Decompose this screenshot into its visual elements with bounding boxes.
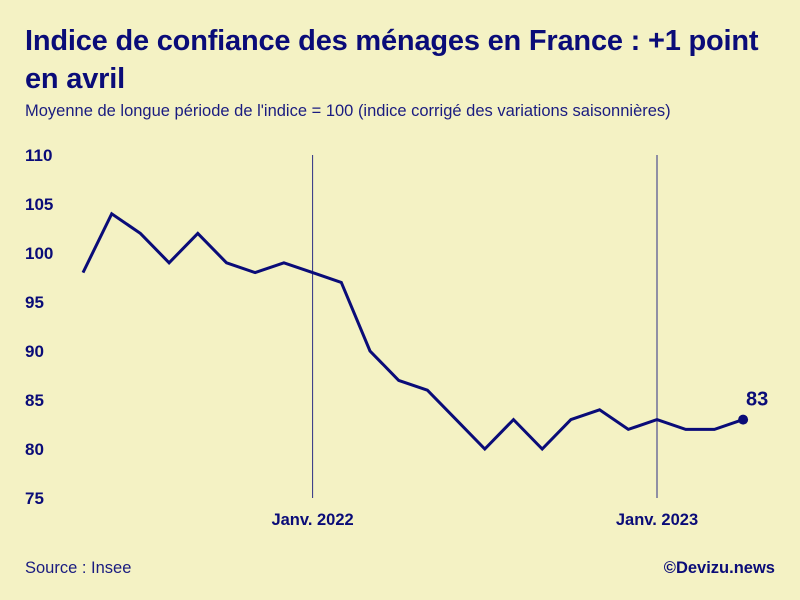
credit-note: ©Devizu.news <box>663 559 775 577</box>
source-note: Source : Insee <box>25 559 132 577</box>
y-tick-label: 95 <box>25 293 44 312</box>
y-tick-label: 85 <box>25 391 44 410</box>
y-tick-label: 90 <box>25 342 44 361</box>
y-tick-label: 80 <box>25 440 44 459</box>
series-lines <box>81 211 744 452</box>
y-tick-label: 110 <box>25 146 52 165</box>
x-axis-markers: Janv. 2022 Janv. 2023 <box>271 155 698 529</box>
chart-title: Indice de confiance des ménages en Franc… <box>25 25 759 95</box>
end-marks: 83 <box>738 389 768 425</box>
last-value-label: 83 <box>746 389 768 411</box>
x-marker-label: Janv. 2022 <box>271 511 353 529</box>
y-tick-label: 75 <box>25 489 44 508</box>
y-tick-label: 105 <box>25 195 53 214</box>
last-point-dot <box>738 414 749 425</box>
y-tick-label: 100 <box>25 244 53 263</box>
y-axis-ticks: 110 105 100 95 90 85 80 75 <box>25 146 53 508</box>
series-line <box>81 211 744 452</box>
chart-subtitle: Moyenne de longue période de l'indice = … <box>25 102 671 120</box>
x-marker-label: Janv. 2023 <box>616 511 698 529</box>
